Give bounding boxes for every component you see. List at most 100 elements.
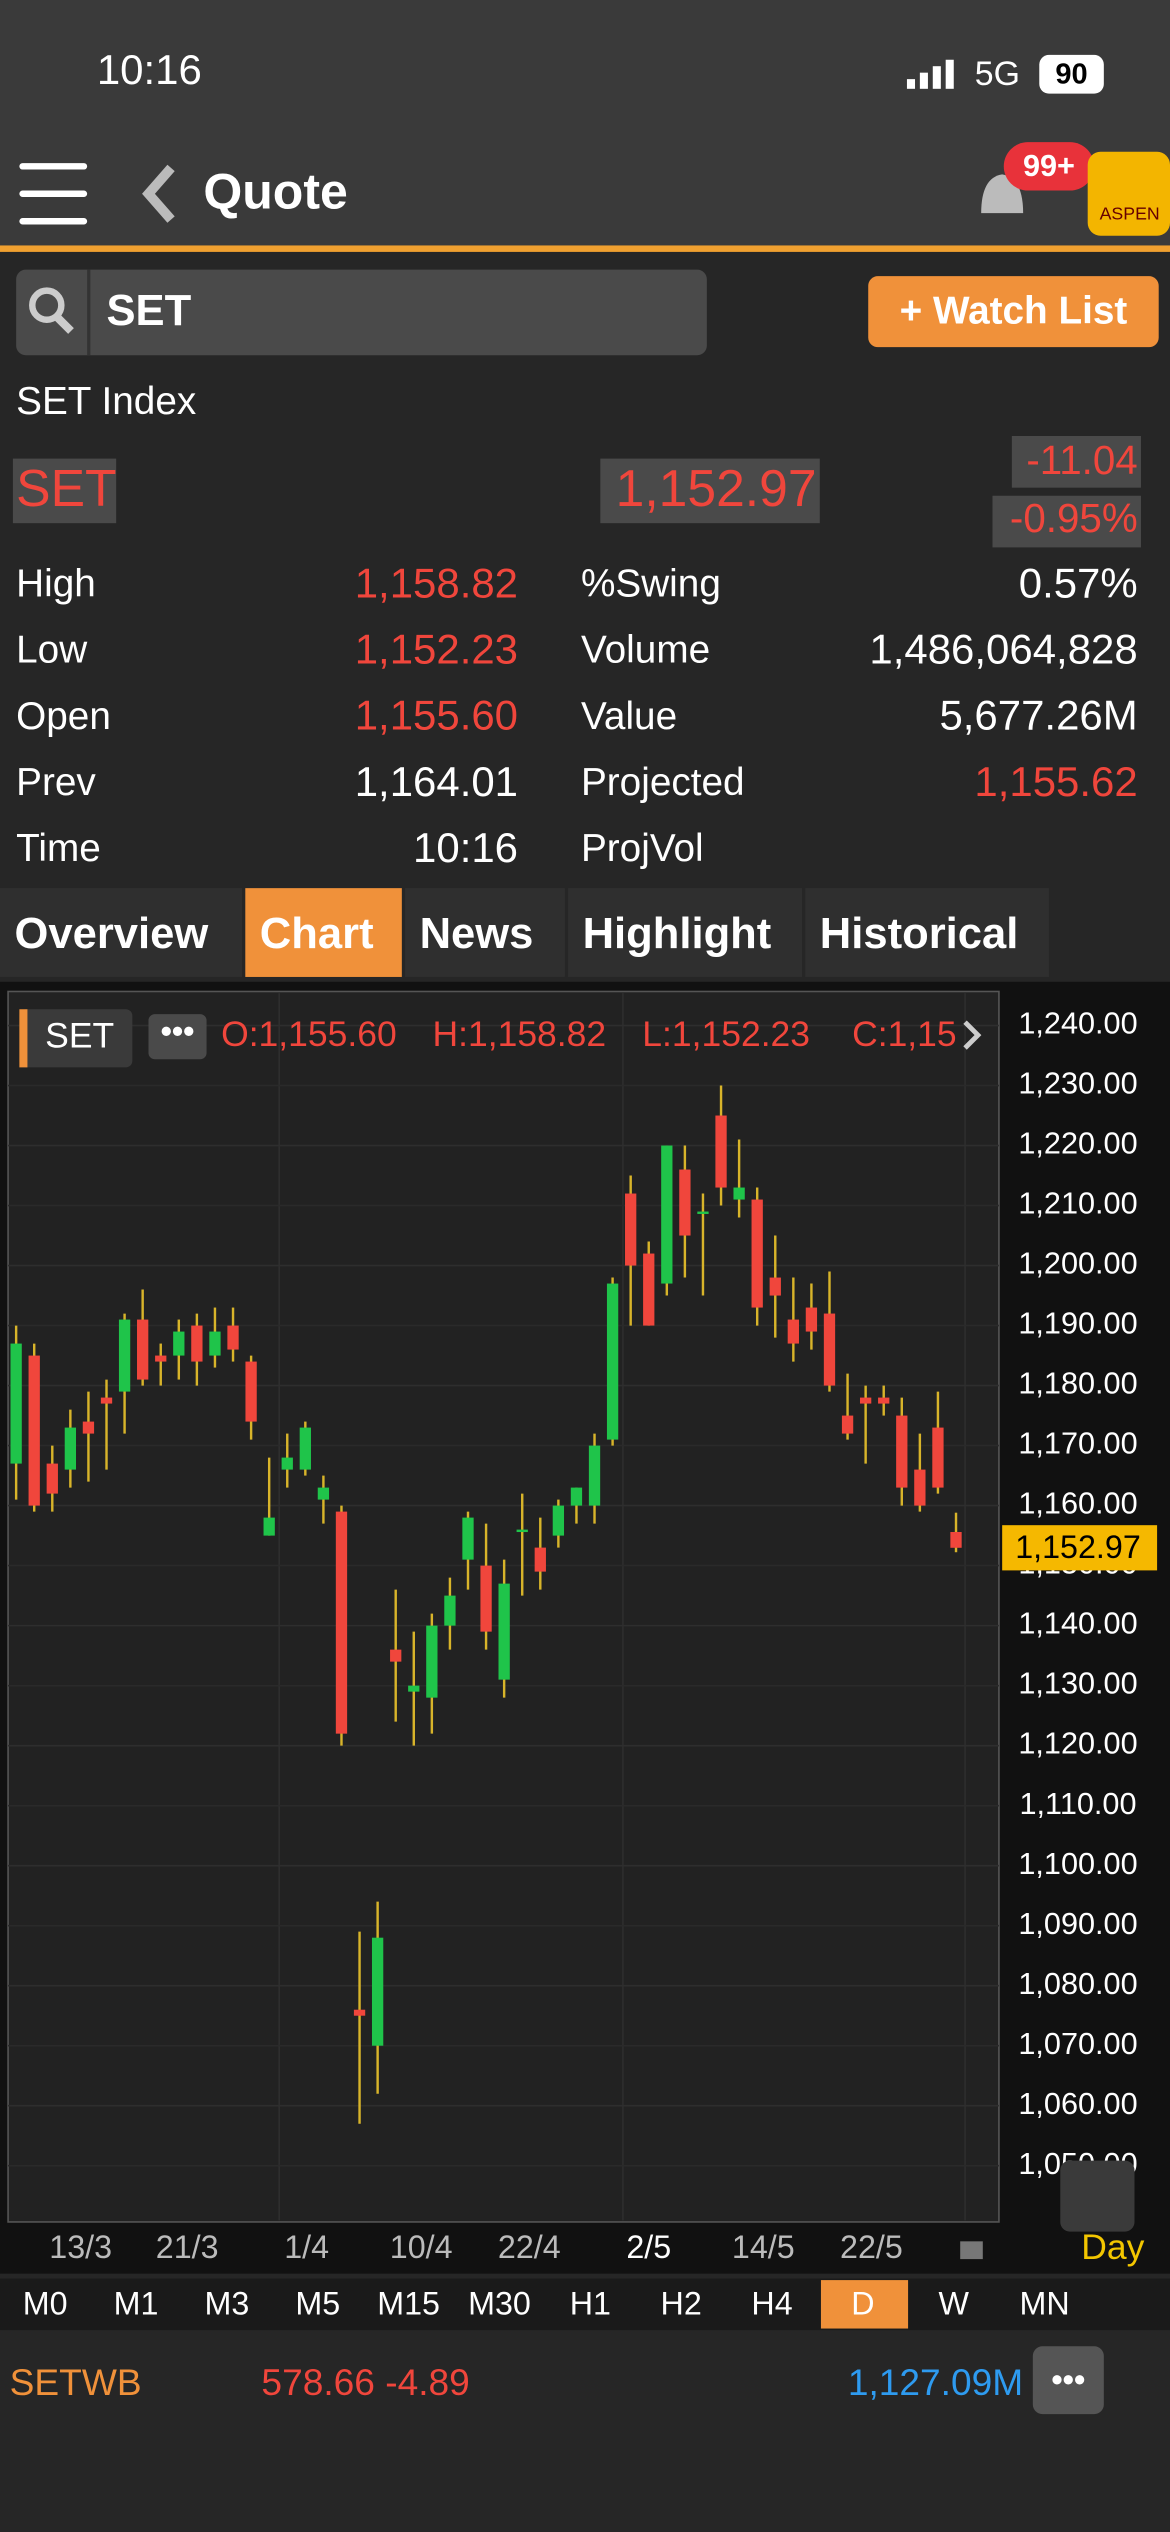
candle-body xyxy=(606,1283,619,1440)
timeframe[interactable]: M0 xyxy=(23,2285,68,2321)
candle-body xyxy=(914,1469,926,1506)
menu-button[interactable] xyxy=(19,163,88,225)
stat-value: 10:16 xyxy=(413,824,518,871)
tab[interactable] xyxy=(245,888,402,977)
candle-body xyxy=(733,1187,745,1200)
candle-body xyxy=(408,1685,420,1692)
timeframe-active xyxy=(820,2280,909,2329)
candle-body xyxy=(227,1325,239,1350)
legend: O:1,155.60 H:1,158.82 L:1,152.23 C:1,15 xyxy=(221,1014,957,1054)
timeframe[interactable]: M5 xyxy=(295,2285,340,2321)
timeframe[interactable]: H4 xyxy=(751,2285,792,2321)
x-tick-label: 21/3 xyxy=(156,2229,219,2265)
candle-body xyxy=(878,1397,890,1404)
timeframe[interactable]: H1 xyxy=(570,2285,611,2321)
top-bar xyxy=(0,0,1170,248)
candle-body xyxy=(751,1199,763,1308)
quote-symbol: SET xyxy=(16,459,116,517)
x-tick-label: 13/3 xyxy=(49,2229,112,2265)
candle-body xyxy=(335,1511,348,1734)
signal-icon xyxy=(906,59,954,89)
stat-label: Prev xyxy=(16,761,96,804)
symbol-chip[interactable] xyxy=(19,1009,133,1068)
badge-count: 99+ xyxy=(1023,149,1075,183)
y-tick-label: 1,120.00 xyxy=(1018,1727,1137,1761)
search-icon-handle xyxy=(53,313,74,334)
candle-body xyxy=(932,1427,944,1488)
candle-body xyxy=(823,1313,836,1386)
header-title: Quote xyxy=(203,164,347,220)
candle-body xyxy=(950,1532,962,1548)
candle-body xyxy=(209,1331,221,1356)
stat-value: 1,158.82 xyxy=(355,559,518,606)
y-tick-label: 1,240.00 xyxy=(1018,1007,1137,1041)
quote-change-pct: -0.95% xyxy=(1010,495,1138,541)
candle-body xyxy=(552,1505,565,1536)
ticker-symbol: SETWB xyxy=(10,2361,142,2403)
expand-button[interactable] xyxy=(1060,2160,1135,2232)
candle-body xyxy=(353,2009,366,2016)
chart-period[interactable]: Day xyxy=(1081,2227,1144,2267)
stat-label: Value xyxy=(581,695,677,738)
tab[interactable] xyxy=(805,888,1049,977)
y-tick-label: 1,210.00 xyxy=(1018,1187,1137,1221)
chart-menu[interactable] xyxy=(148,1014,207,1060)
stat-value: 0.57% xyxy=(1019,559,1138,606)
lock-icon[interactable] xyxy=(960,2241,983,2260)
search-icon xyxy=(29,287,65,323)
tab-label: News xyxy=(420,910,534,958)
candle-body xyxy=(679,1169,691,1236)
back-button[interactable] xyxy=(142,164,175,223)
timeframe[interactable]: D xyxy=(851,2285,874,2321)
y-tick-label: 1,060.00 xyxy=(1018,2087,1137,2121)
candle-body xyxy=(462,1517,474,1560)
timeframe[interactable]: M3 xyxy=(204,2285,249,2321)
quote-price: 1,152.97 xyxy=(616,459,817,517)
chart-symbol: SET xyxy=(45,1016,114,1056)
legend-more[interactable] xyxy=(963,1020,982,1050)
ticker-price: 578.66 -4.89 xyxy=(261,2361,469,2403)
search-box[interactable] xyxy=(16,269,707,356)
timeframe[interactable]: W xyxy=(939,2285,970,2321)
stats: High 1,158.82 Low 1,152.23 Open 1,155.60 Prev 1… xyxy=(16,559,1138,871)
ticker-bar xyxy=(0,2334,1170,2432)
tab[interactable] xyxy=(568,888,803,977)
y-tick-label: 1,080.00 xyxy=(1018,1967,1137,2001)
symbol-chip-accent xyxy=(19,1009,28,1068)
quote-name: SET Index xyxy=(16,380,196,423)
stat-value: 1,486,064,828 xyxy=(869,625,1137,672)
timeframe[interactable]: M15 xyxy=(377,2285,440,2321)
tab[interactable] xyxy=(405,888,565,977)
timeframe[interactable]: MN xyxy=(1020,2285,1070,2321)
timeframe[interactable]: M30 xyxy=(468,2285,531,2321)
tab[interactable] xyxy=(0,888,243,977)
y-tick-label: 1,170.00 xyxy=(1018,1427,1137,1461)
timeframe-bar xyxy=(0,2278,1170,2331)
candle-body xyxy=(317,1487,330,1500)
symbol-box xyxy=(12,458,117,524)
change-pct-box xyxy=(992,495,1141,548)
stat-value: 1,155.60 xyxy=(355,692,518,739)
candle-body xyxy=(498,1583,510,1680)
watch-list-label: + Watch List xyxy=(900,289,1128,332)
y-tick-label: 1,100.00 xyxy=(1018,1847,1137,1881)
x-tick-label: 22/5 xyxy=(840,2229,903,2265)
timeframe[interactable]: H2 xyxy=(661,2285,702,2321)
candle-body xyxy=(191,1325,203,1362)
candle-body xyxy=(281,1457,293,1470)
candle-body xyxy=(841,1415,854,1434)
candle-body xyxy=(444,1595,456,1626)
legend-item: H:1,158.82 xyxy=(432,1014,606,1054)
logo[interactable] xyxy=(1087,151,1170,236)
watch-list-button[interactable] xyxy=(868,276,1159,348)
stat-label: Time xyxy=(16,827,101,870)
y-tick-label: 1,190.00 xyxy=(1018,1307,1137,1341)
candle-body xyxy=(697,1211,709,1214)
y-tick-label: 1,160.00 xyxy=(1018,1487,1137,1521)
ticker-menu[interactable] xyxy=(1032,2346,1104,2415)
timeframe[interactable]: M1 xyxy=(114,2285,159,2321)
change-box xyxy=(1011,435,1141,488)
x-tick-label: 10/4 xyxy=(390,2229,453,2265)
quote-change: -11.04 xyxy=(1026,437,1137,483)
